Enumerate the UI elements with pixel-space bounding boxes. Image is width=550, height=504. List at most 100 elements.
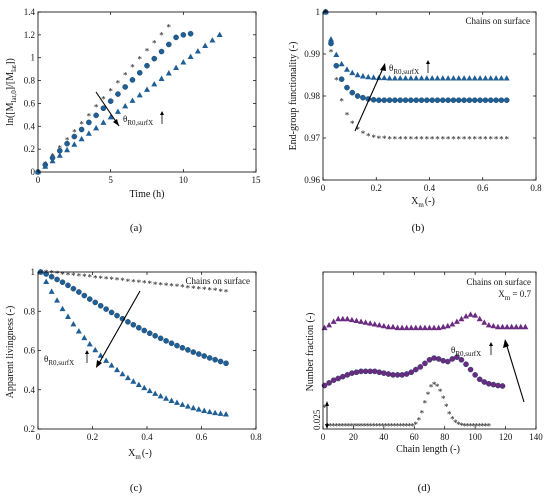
chart-c-series1-point: * — [191, 284, 196, 294]
chart-d-xtick-label: 100 — [468, 432, 482, 442]
chart-d-series1-point: * — [487, 422, 492, 432]
chart-d-series1-point: * — [450, 415, 455, 425]
chart-c-series2-point — [174, 342, 180, 349]
chart-c-series3-point — [43, 278, 50, 285]
chart-a-series1-point: * — [108, 86, 113, 96]
chart-a-arrow — [95, 91, 120, 127]
chart-b-series3-point: * — [355, 125, 360, 135]
chart-c-series3-point — [135, 381, 142, 388]
chart-a-series2-point — [151, 55, 158, 62]
chart-d-series3-point — [435, 324, 442, 331]
chart-b-series1-point — [327, 36, 334, 42]
chart-d-series3-point — [467, 311, 474, 317]
chart-d-series2-point — [490, 381, 497, 388]
chart-b-series3-point: * — [478, 135, 483, 145]
chart-c-series1-point: * — [126, 277, 131, 287]
chart-d-series3-point — [517, 323, 524, 330]
chart-d-xtick-label: 140 — [529, 432, 543, 442]
chart-c-series3-point — [114, 366, 121, 373]
chart-d-series1-point: * — [398, 422, 403, 432]
chart-b-series1-point — [482, 75, 489, 81]
chart-b-series2-point — [408, 97, 414, 103]
chart-d-series3-point — [508, 323, 515, 330]
chart-d-ticks: 0 20 40 60 80 100 120 140 — [321, 272, 543, 442]
chart-c-series2-point — [163, 338, 169, 344]
chart-a-xtick-label: 10 — [179, 175, 189, 185]
chart-d-marks: ****************************************… — [321, 311, 529, 432]
chart-d-series2-point — [476, 376, 483, 383]
chart-c-series2-point — [92, 299, 99, 306]
chart-b-series2-point — [455, 97, 462, 103]
chart-c-series2-point — [76, 289, 82, 295]
chart-d-series1-point: * — [429, 383, 434, 393]
chart-c-series3-point — [190, 404, 197, 411]
chart-b-series3-point: * — [494, 135, 499, 145]
chart-a-series2-point — [144, 62, 150, 69]
chart-a-series3-point — [180, 59, 187, 65]
chart-a-series3-point — [202, 42, 209, 49]
chart-b-series1-point — [370, 74, 377, 80]
chart-b-series1-point — [461, 75, 468, 81]
chart-a-series2-point — [187, 30, 194, 37]
chart-a-series3-point — [64, 146, 71, 153]
chart-c-series3-point — [201, 407, 208, 413]
chart-d-series2-point — [399, 372, 405, 378]
chart-b-series2-point — [381, 97, 388, 103]
chart-b-series3-point: * — [414, 135, 419, 145]
chart-c-series3-point — [103, 357, 110, 363]
chart-b-series2-point — [477, 97, 483, 103]
chart-a-series1-point: * — [145, 46, 150, 56]
chart-a-series3-point — [165, 70, 172, 76]
chart-d-xtick-label: 120 — [499, 432, 513, 442]
chart-d-series1-point: * — [380, 422, 385, 432]
chart-a-series2-point — [180, 32, 187, 38]
chart-c-series3-point — [212, 409, 219, 416]
chart-a-marks: ******************* — [35, 22, 223, 177]
chart-d-xtick-label: 0 — [321, 432, 326, 442]
chart-d-series1-point: * — [435, 382, 440, 392]
chart-c-series2-point — [201, 353, 208, 359]
chart-d-series3-point — [449, 321, 456, 327]
chart-d-xtick-label: 20 — [349, 432, 359, 442]
chart-b-series1-point — [407, 75, 414, 81]
chart-a-ytick-label: 1.2 — [24, 30, 35, 40]
chart-b-series1-point — [477, 75, 484, 81]
chart-d-series3-point — [371, 321, 378, 327]
chart-d-series1-point: * — [423, 399, 428, 409]
chart-d-series1-point: * — [392, 422, 397, 432]
chart-c-series3-point — [141, 384, 148, 391]
chart-d-series2-point — [417, 364, 424, 370]
chart-a-series2-point — [129, 77, 136, 83]
chart-d-series2-point — [472, 372, 478, 378]
chart-c-series1-point: * — [197, 284, 202, 294]
chart-a-series3-point — [56, 152, 63, 158]
chart-b-xtick-label: 0.2 — [371, 183, 382, 193]
chart-d-series3-point — [421, 324, 428, 331]
chart-a-series2-point — [93, 112, 99, 119]
chart-b-xtick-label: 0.6 — [477, 183, 489, 193]
chart-a-series3-point — [216, 31, 223, 38]
chart-d-series3-point — [358, 318, 365, 324]
chart-a-series1-point: * — [123, 70, 128, 80]
chart-b-series2-point — [471, 97, 478, 103]
chart-a-xlabel: Time (h) — [130, 189, 165, 200]
chart-b-xtick-label: 0 — [321, 183, 326, 193]
chart-b-series3-point: * — [483, 135, 488, 145]
panel-d-label: (d) — [418, 482, 431, 494]
chart-a-series1-point: * — [87, 111, 92, 121]
chart-c-series2-point — [185, 347, 191, 353]
chart-b-series2-point — [386, 97, 393, 103]
chart-d-series2-point — [486, 380, 492, 387]
chart-b-series3-point: * — [350, 119, 355, 129]
chart-d-series1-point: * — [477, 422, 482, 432]
chart-d-series3-point — [376, 322, 383, 328]
chart-d-series3-point — [499, 323, 506, 330]
chart-a-ytick-label: 0.4 — [24, 121, 36, 131]
chart-c-series1-point: * — [104, 274, 109, 284]
chart-c-xtick-label: 0.2 — [87, 432, 98, 442]
chart-d-series1-point: * — [426, 390, 431, 400]
chart-c-series3-point — [124, 374, 131, 381]
chart-panel-b: ******* * * * * * * * * * * * * * * * * * * * * * * * * * * * * 0 0.2… — [288, 7, 542, 234]
chart-d-series3-point — [326, 322, 333, 328]
chart-b-series2-point — [333, 62, 340, 69]
